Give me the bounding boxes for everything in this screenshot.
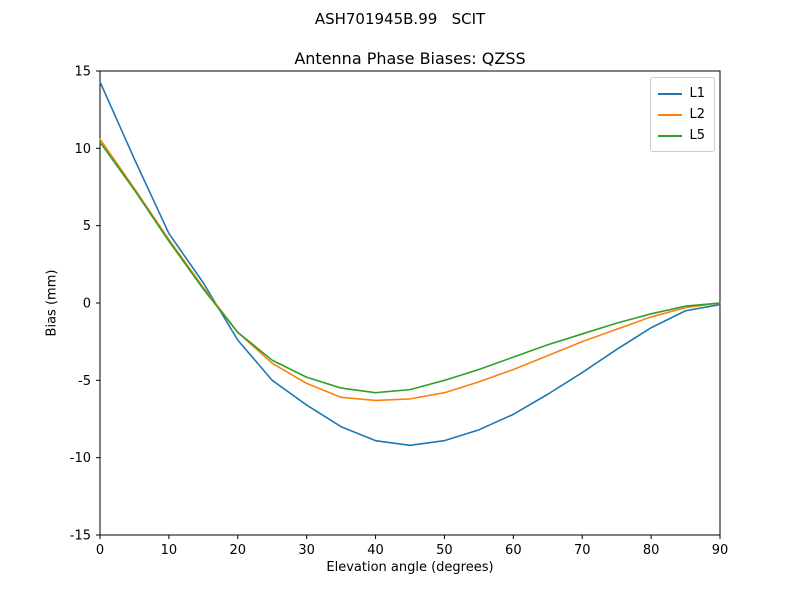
x-tick-label: 60 <box>505 543 522 558</box>
legend-item-l1: L1 <box>658 83 705 104</box>
legend: L1 L2 L5 <box>650 77 715 152</box>
y-tick-label: 15 <box>74 65 91 80</box>
x-tick-label: 50 <box>436 543 453 558</box>
axes-frame <box>99 70 721 536</box>
x-tick-label: 80 <box>643 543 660 558</box>
series-line-l5 <box>99 141 721 394</box>
x-axis-label: Elevation angle (degrees) <box>326 560 494 575</box>
legend-label-l5: L5 <box>689 128 705 143</box>
legend-item-l2: L2 <box>658 104 705 125</box>
x-tick-label: 30 <box>298 543 315 558</box>
y-tick-label: 5 <box>83 219 91 234</box>
legend-item-l5: L5 <box>658 125 705 146</box>
y-axis-label: Bias (mm) <box>44 269 60 337</box>
legend-line-l5-icon <box>658 134 683 137</box>
legend-label-l2: L2 <box>689 107 705 122</box>
y-tick-label: -15 <box>70 529 91 544</box>
x-tick-label: 70 <box>574 543 591 558</box>
x-tick-label: 10 <box>161 543 178 558</box>
axes-title: Antenna Phase Biases: QZSS <box>294 49 526 68</box>
figure-suptitle: ASH701945B.99 SCIT <box>314 10 486 28</box>
x-tick-label: 40 <box>367 543 384 558</box>
series-line-l2 <box>99 138 721 402</box>
y-tick-label: -5 <box>78 374 91 389</box>
legend-label-l1: L1 <box>689 86 705 101</box>
y-tick-label: 0 <box>83 297 91 312</box>
legend-line-l2-icon <box>658 113 683 116</box>
x-tick-label: 90 <box>712 543 729 558</box>
y-tick-label: 10 <box>74 142 91 157</box>
x-tick-label: 20 <box>230 543 247 558</box>
legend-line-l1-icon <box>658 92 683 95</box>
x-tick-label: 0 <box>96 543 104 558</box>
y-tick-label: -10 <box>70 451 91 466</box>
series-line-l1 <box>99 81 721 447</box>
